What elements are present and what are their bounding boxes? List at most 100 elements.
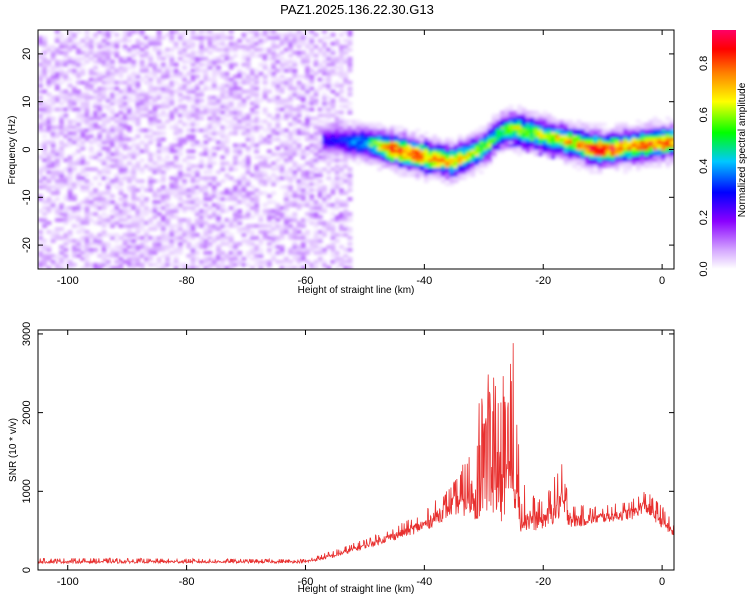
heatmap-cell xyxy=(546,146,552,151)
heatmap-cell xyxy=(271,65,277,70)
heatmap-cell xyxy=(495,131,501,136)
heatmap-cell xyxy=(67,170,73,174)
heatmap-cell xyxy=(127,152,132,157)
heatmap-cell xyxy=(296,53,302,58)
heatmap-cell xyxy=(330,212,336,216)
heatmap-cell xyxy=(182,59,187,64)
heatmap-cell xyxy=(186,116,192,121)
heatmap-cell xyxy=(127,245,132,249)
heatmap-cell xyxy=(271,30,277,34)
heatmap-cell xyxy=(271,239,277,243)
heatmap-cell xyxy=(483,128,489,133)
heatmap-cell xyxy=(572,155,578,160)
heatmap-cell xyxy=(203,215,209,219)
heatmap-cell xyxy=(165,98,171,103)
heatmap-cell xyxy=(144,149,149,154)
heatmap-cell xyxy=(542,116,548,121)
heatmap-cell xyxy=(194,221,200,225)
heatmap-cell xyxy=(105,266,111,269)
heatmap-cell xyxy=(623,140,628,145)
heatmap-cell xyxy=(309,68,315,73)
heatmap-cell xyxy=(237,110,243,115)
heatmap-cell xyxy=(266,47,272,52)
heatmap-cell xyxy=(131,188,137,192)
heatmap-cell xyxy=(101,245,107,249)
heatmap-cell xyxy=(194,110,200,115)
heatmap-cell xyxy=(177,107,183,112)
heatmap-cell xyxy=(512,143,518,148)
heatmap-cell xyxy=(144,206,149,210)
heatmap-cell xyxy=(105,74,111,79)
heatmap-cell xyxy=(313,260,319,264)
heatmap-cell xyxy=(233,143,238,148)
heatmap-cell xyxy=(296,104,302,109)
heatmap-cell xyxy=(313,89,319,94)
heatmap-cell xyxy=(326,62,332,67)
heatmap-cell xyxy=(368,122,374,127)
heatmap-cell xyxy=(275,224,281,228)
heatmap-cell xyxy=(394,125,399,130)
heatmap-cell xyxy=(347,41,353,46)
heatmap-cell xyxy=(84,80,90,85)
heatmap-cell xyxy=(110,194,115,198)
heatmap-cell xyxy=(563,122,569,127)
heatmap-cell xyxy=(160,74,166,79)
heatmap-cell xyxy=(101,212,107,216)
heatmap-cell xyxy=(339,83,344,88)
heatmap-cell xyxy=(97,233,103,237)
heatmap-cell xyxy=(258,242,264,246)
heatmap-cell xyxy=(288,233,293,237)
heatmap-cell xyxy=(199,62,204,67)
heatmap-cell xyxy=(644,143,650,148)
heatmap-cell xyxy=(614,134,620,139)
heatmap-cell xyxy=(220,134,226,139)
heatmap-cell xyxy=(88,113,94,118)
heatmap-cell xyxy=(449,152,455,157)
heatmap-cell xyxy=(330,191,336,195)
heatmap-cell xyxy=(317,194,323,198)
heatmap-cell xyxy=(317,203,323,207)
heatmap-cell xyxy=(233,188,238,192)
heatmap-cell xyxy=(631,125,637,130)
heatmap-cell xyxy=(296,86,302,91)
heatmap-cell xyxy=(288,200,293,204)
heatmap-cell xyxy=(160,110,166,115)
heatmap-cell xyxy=(317,248,323,252)
heatmap-cell xyxy=(474,149,480,154)
heatmap-cell xyxy=(470,131,476,136)
heatmap-cell xyxy=(330,131,336,136)
heatmap-cell xyxy=(54,173,60,177)
heatmap-cell xyxy=(207,158,213,163)
heatmap-cell xyxy=(46,104,52,109)
heatmap-cell xyxy=(182,209,187,213)
heatmap-cell xyxy=(211,71,217,76)
heatmap-cell xyxy=(216,266,221,269)
heatmap-cell xyxy=(84,254,90,258)
heatmap-cell xyxy=(224,71,230,76)
heatmap-cell xyxy=(139,53,145,58)
heatmap-cell xyxy=(122,56,128,61)
heatmap-cell xyxy=(283,62,289,67)
heatmap-cell xyxy=(38,80,43,85)
heatmap-cell xyxy=(203,230,209,234)
heatmap-cell xyxy=(266,209,272,213)
heatmap-cell xyxy=(648,134,654,139)
heatmap-cell xyxy=(254,176,260,180)
heatmap-cell xyxy=(84,167,90,172)
heatmap-cell xyxy=(54,158,60,163)
heatmap-cell xyxy=(245,242,251,246)
heatmap-cell xyxy=(347,155,353,160)
heatmap-cell xyxy=(478,152,484,157)
heatmap-cell xyxy=(525,143,531,148)
heatmap-cell xyxy=(279,68,285,73)
heatmap-cell xyxy=(233,191,238,195)
heatmap-cell xyxy=(279,62,285,67)
heatmap-cell xyxy=(495,119,501,124)
heatmap-cell xyxy=(296,254,302,258)
heatmap-cell xyxy=(216,71,221,76)
heatmap-cell xyxy=(614,161,620,166)
heatmap-cell xyxy=(71,215,77,219)
heatmap-cell xyxy=(127,263,132,267)
heatmap-cell xyxy=(105,170,111,174)
heatmap-cell xyxy=(652,149,658,154)
